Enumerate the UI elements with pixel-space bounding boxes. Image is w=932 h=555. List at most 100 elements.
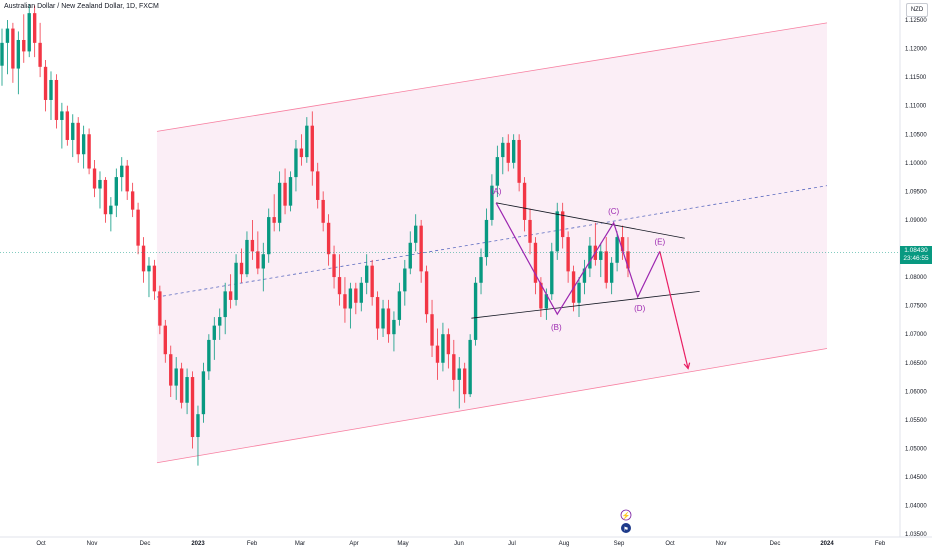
time-tick-label: Oct xyxy=(665,541,675,547)
candle-body xyxy=(506,142,510,163)
candle-body xyxy=(381,308,385,329)
wave-label: (D) xyxy=(634,304,645,313)
price-tick-label: 1.12000 xyxy=(905,47,927,53)
candle-body xyxy=(403,268,407,292)
candle-body xyxy=(332,254,336,278)
candle-body xyxy=(359,282,363,303)
candle-body xyxy=(234,262,238,300)
candle xyxy=(365,254,369,295)
last-price-label: 1.08430 23:46:55 xyxy=(900,245,932,264)
candle-body xyxy=(299,148,304,158)
channel-mid-line xyxy=(156,185,828,298)
candle xyxy=(245,231,249,278)
candle xyxy=(533,237,538,295)
wave-label: (B) xyxy=(551,323,562,332)
candle xyxy=(408,231,412,275)
candle-body xyxy=(599,251,603,260)
candle-body xyxy=(245,239,249,275)
candle-body xyxy=(473,282,478,340)
candle xyxy=(256,231,260,275)
candle xyxy=(218,308,222,340)
candle-body xyxy=(158,291,162,326)
candle-body xyxy=(620,237,625,252)
time-tick-label: Nov xyxy=(716,541,727,547)
candle-body xyxy=(38,42,42,67)
price-tick-label: 1.12500 xyxy=(905,18,927,24)
flag-icon-circle xyxy=(621,523,631,533)
candle-body xyxy=(392,319,396,335)
wave-label: (A) xyxy=(491,187,502,196)
candle xyxy=(158,285,162,335)
candle xyxy=(98,171,102,209)
candle xyxy=(343,277,347,323)
candle xyxy=(60,102,64,149)
candle xyxy=(32,5,37,58)
candle xyxy=(114,168,119,218)
candle-body xyxy=(533,242,538,283)
candle xyxy=(212,317,216,360)
candle xyxy=(185,368,189,415)
currency-selector[interactable]: NZD xyxy=(906,3,928,17)
time-tick-label: 2024 xyxy=(820,541,834,547)
candle xyxy=(147,257,151,298)
candle xyxy=(609,257,614,295)
candle-body xyxy=(87,134,91,169)
candle xyxy=(71,114,75,158)
candle xyxy=(49,71,53,120)
price-tick-label: 1.09000 xyxy=(905,218,927,224)
candle-body xyxy=(179,368,184,403)
candle-body xyxy=(76,122,80,155)
candle xyxy=(463,362,467,403)
candle xyxy=(337,254,342,306)
candle-body xyxy=(615,237,619,263)
candle xyxy=(316,162,320,209)
price-tick-label: 1.08000 xyxy=(905,275,927,281)
price-tick-label: 1.06500 xyxy=(905,361,927,367)
candle-body xyxy=(604,251,608,283)
flash-icon-circle xyxy=(620,509,632,521)
candle xyxy=(354,282,358,315)
candle xyxy=(403,259,407,306)
candle-body xyxy=(163,325,167,355)
candle xyxy=(348,282,353,329)
candle-body xyxy=(103,179,108,215)
candle xyxy=(522,177,527,232)
candle-body xyxy=(22,39,26,52)
price-tick-label: 1.09500 xyxy=(905,189,927,195)
bar-countdown: 23:46:55 xyxy=(903,254,929,262)
candle-body xyxy=(539,282,543,309)
candle-body xyxy=(288,177,293,206)
candle-body xyxy=(468,339,472,395)
candle xyxy=(109,197,113,232)
candle xyxy=(76,117,80,163)
candle xyxy=(446,328,451,369)
candle-body xyxy=(452,354,456,380)
price-tick-label: 1.07000 xyxy=(905,332,927,338)
price-tick-label: 1.04500 xyxy=(905,475,927,481)
candle-body xyxy=(5,28,10,43)
candle-body xyxy=(169,354,173,386)
candle xyxy=(267,208,271,263)
chart-title: Australian Dollar / New Zealand Dollar, … xyxy=(4,3,159,10)
candle-body xyxy=(136,209,140,246)
candle-body xyxy=(555,211,559,252)
candle-body xyxy=(365,265,369,283)
candle xyxy=(190,371,195,449)
candle-body xyxy=(414,225,418,243)
candle xyxy=(424,265,429,323)
price-tick-label: 1.07500 xyxy=(905,304,927,310)
price-tick-label: 1.04000 xyxy=(905,504,927,510)
candle-body xyxy=(43,66,48,100)
candle xyxy=(234,254,238,306)
candle-body xyxy=(337,277,342,295)
flag-icon-glyph: ⚑ xyxy=(623,526,628,533)
candle-body xyxy=(441,334,445,363)
candle xyxy=(27,3,31,58)
candle-body xyxy=(212,325,216,340)
candle-body xyxy=(517,139,521,183)
candle xyxy=(125,159,129,200)
candle-body xyxy=(261,254,265,269)
candle-body xyxy=(560,211,565,238)
